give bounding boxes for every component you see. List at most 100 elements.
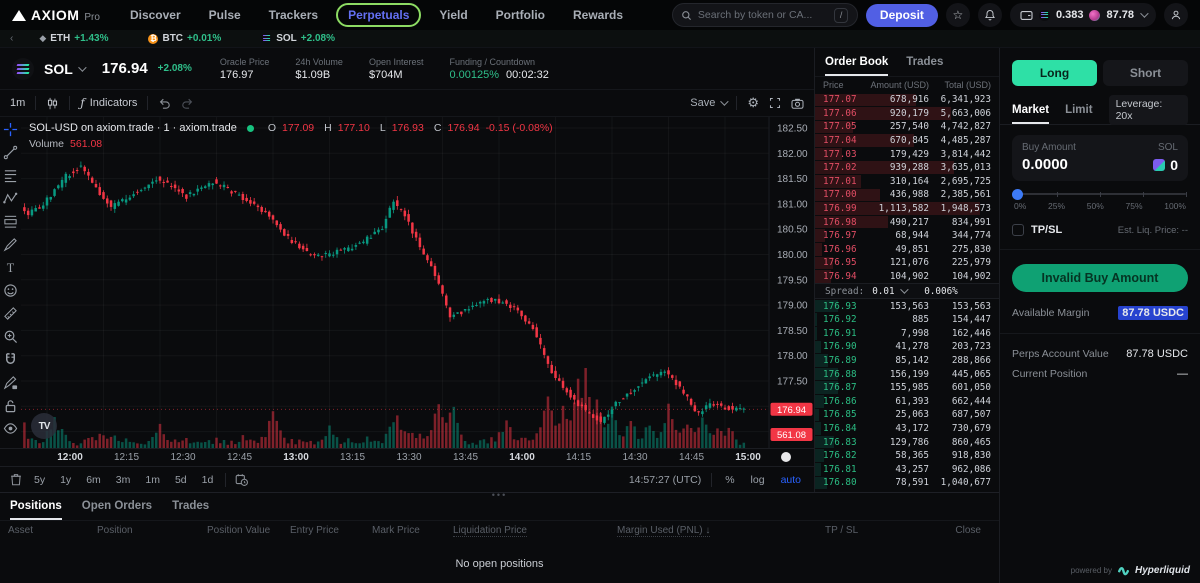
clock-utc[interactable]: 14:57:27 (UTC) [628,473,702,486]
save-layout-button[interactable]: Save [690,97,730,109]
search-input[interactable] [697,9,828,21]
short-button[interactable]: Short [1103,60,1188,86]
orderbook-bid-row[interactable]: 176.92 885 154,447 [815,313,999,327]
orderbook-ask-row[interactable]: 177.04 670,845 4,485,287 [815,134,999,148]
auto-scale-button[interactable]: auto [780,473,801,486]
fib-retracement-tool-icon[interactable] [3,167,19,183]
orderbook-ask-row[interactable]: 176.98 490,217 834,991 [815,215,999,229]
price-chart[interactable]: 182.50 182.00 181.50 181.00 180.50 180.00 179.… [21,117,814,448]
undo-button[interactable] [158,98,171,109]
orderbook-bid-row[interactable]: 176.85 25,063 687,507 [815,408,999,422]
brush-tool-icon[interactable] [3,236,19,252]
tab-market[interactable]: Market [1012,96,1049,124]
zoom-in-tool-icon[interactable] [3,328,19,344]
log-scale-button[interactable]: log [750,473,765,486]
timeframe-6m[interactable]: 6m [86,473,101,486]
timeframe-1y[interactable]: 1y [60,473,72,486]
positions-tab-trades[interactable]: Trades [172,500,210,512]
crosshair-tool-icon[interactable] [3,121,19,137]
timeframe-5d[interactable]: 5d [174,473,187,486]
wallet-balances[interactable]: 0.383 87.78 [1009,3,1156,27]
ruler-tool-icon[interactable] [3,305,19,321]
xabcd-pattern-tool-icon[interactable] [3,190,19,206]
orderbook-bid-row[interactable]: 176.87 155,985 601,050 [815,381,999,395]
positions-tab-positions[interactable]: Positions [10,500,62,520]
alt-amount[interactable]: 0 [1153,157,1178,173]
hide-tool-icon[interactable] [3,420,19,436]
column-close[interactable]: Close [955,525,981,536]
column-margin-used-pnl-[interactable]: Margin Used (PNL) ↓ [617,525,711,537]
tab-trades[interactable]: Trades [906,56,944,68]
nav-item-rewards[interactable]: Rewards [572,8,624,22]
lock-tool-icon[interactable] [3,397,19,413]
account-button[interactable] [1164,3,1188,27]
notifications-button[interactable] [977,3,1002,27]
orderbook-ask-row[interactable]: 177.06 920,179 5,663,006 [815,107,999,121]
time-axis[interactable]: 12:00 12:15 12:30 12:45 13:00 13:15 13:30 13:45… [0,448,814,466]
nav-item-yield[interactable]: Yield [439,8,468,22]
orderbook-bid-row[interactable]: 176.82 58,365 918,830 [815,449,999,463]
timeframe-5y[interactable]: 5y [34,473,46,486]
search-box[interactable]: / [671,3,858,27]
orderbook-bid-row[interactable]: 176.86 61,393 662,444 [815,394,999,408]
orderbook-ask-row[interactable]: 177.01 310,164 2,695,725 [815,175,999,189]
indicators-button[interactable]: ƒ Indicators [80,96,138,110]
ticker-scroll-left[interactable]: ‹ [10,33,14,44]
tpsl-checkbox[interactable] [1012,224,1024,236]
orderbook-bid-row[interactable]: 176.93 153,563 153,563 [815,299,999,313]
orderbook-bid-row[interactable]: 176.90 41,278 203,723 [815,340,999,354]
orderbook-ask-row[interactable]: 176.94 104,902 104,902 [815,270,999,284]
orderbook-ask-row[interactable]: 177.03 179,429 3,814,442 [815,147,999,161]
orderbook-bid-row[interactable]: 176.81 43,257 962,086 [815,462,999,476]
orderbook-ask-row[interactable]: 176.99 1,113,582 1,948,573 [815,202,999,216]
fullscreen-button[interactable] [769,97,781,109]
percent-scale-button[interactable]: % [725,473,735,486]
tradingview-logo[interactable]: TV [31,413,57,439]
timeframe-1d[interactable]: 1d [201,473,214,486]
nav-item-perpetuals[interactable]: Perpetuals [348,8,410,22]
long-button[interactable]: Long [1012,60,1097,86]
orderbook-ask-row[interactable]: 176.95 121,076 225,979 [815,256,999,270]
orderbook-bid-row[interactable]: 176.89 85,142 288,866 [815,354,999,368]
ticker-sol[interactable]: SOL +2.08% [261,33,335,44]
long-position-tool-icon[interactable] [3,213,19,229]
buy-amount-input[interactable] [1022,156,1112,173]
magnet-tool-icon[interactable] [3,351,19,367]
favorites-button[interactable]: ☆ [945,3,970,27]
chart-settings-button[interactable]: ⚙ [747,95,759,111]
ticker-eth[interactable]: ◆ ETH +1.43% [39,33,109,44]
spread-value[interactable]: 0.01 [872,285,909,297]
tab-order-book[interactable]: Order Book [825,56,889,76]
redo-button[interactable] [181,98,194,109]
nav-item-pulse[interactable]: Pulse [208,8,241,22]
scroll-to-realtime-button[interactable] [781,452,791,462]
orderbook-ask-row[interactable]: 177.00 436,988 2,385,561 [815,188,999,202]
orderbook-bid-row[interactable]: 176.84 43,172 730,679 [815,422,999,436]
nav-item-portfolio[interactable]: Portfolio [495,8,545,22]
draw-lock-tool-icon[interactable] [3,374,19,390]
orderbook-ask-row[interactable]: 176.96 49,851 275,830 [815,243,999,257]
symbol-selector[interactable]: SOL [44,61,87,77]
panel-resize-handle[interactable]: ••• [491,490,508,500]
leverage-button[interactable]: Leverage: 20x [1108,95,1188,125]
orderbook-ask-row[interactable]: 177.07 678,916 6,341,923 [815,93,999,107]
ticker-btc[interactable]: ₿ BTC +0.01% [148,33,222,44]
interval-button[interactable]: 1m [10,97,26,109]
brand-logo[interactable]: AXIOM Pro [12,7,100,23]
remove-drawings-button[interactable] [10,473,22,486]
orderbook-bid-row[interactable]: 176.80 78,591 1,040,677 [815,476,999,490]
orderbook-bid-row[interactable]: 176.83 129,786 860,465 [815,435,999,449]
text-tool-icon[interactable]: T [3,259,19,275]
submit-order-button[interactable]: Invalid Buy Amount [1012,264,1188,292]
timeframe-3m[interactable]: 3m [115,473,131,486]
goto-date-button[interactable] [235,473,249,486]
trend-line-tool-icon[interactable] [3,144,19,160]
orderbook-bid-row[interactable]: 176.88 156,199 445,065 [815,367,999,381]
nav-item-discover[interactable]: Discover [129,8,181,22]
emoji-tool-icon[interactable] [3,282,19,298]
candle-style-button[interactable] [46,97,59,110]
deposit-button[interactable]: Deposit [865,3,938,27]
orderbook-ask-row[interactable]: 176.97 68,944 344,774 [815,229,999,243]
slider-knob[interactable] [1012,188,1023,200]
timeframe-1m[interactable]: 1m [145,473,160,486]
